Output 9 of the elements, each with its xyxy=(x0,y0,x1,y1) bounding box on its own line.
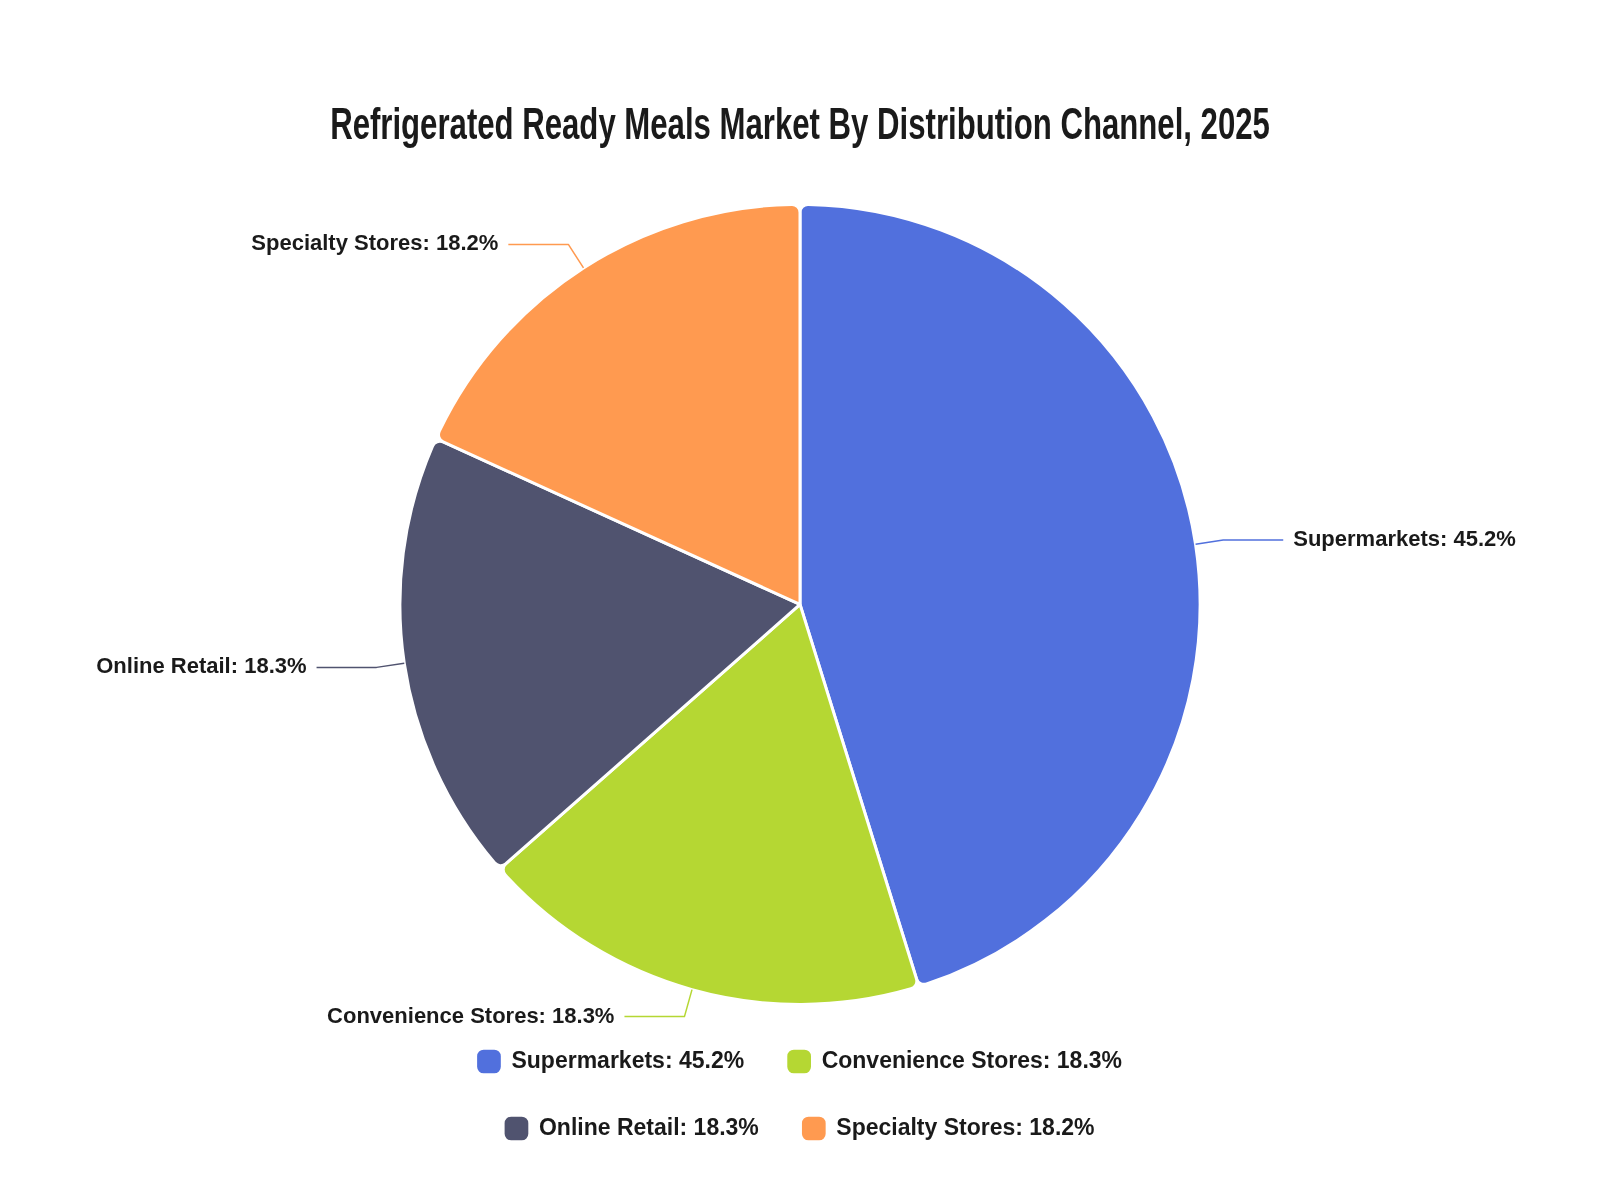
slice-label: Online Retail: 18.3% xyxy=(96,653,307,679)
slice-label: Specialty Stores: 18.2% xyxy=(251,230,499,256)
slice-label: Convenience Stores: 18.3% xyxy=(327,1002,615,1028)
chart-title: Refrigerated Ready Meals Market By Distribution Channel, 2025 xyxy=(330,98,1270,148)
legend-label: Supermarkets: 45.2% xyxy=(511,1046,745,1073)
legend-label: Online Retail: 18.3% xyxy=(538,1113,759,1140)
legend-label: Specialty Stores: 18.2% xyxy=(836,1113,1095,1140)
legend-label: Convenience Stores: 18.3% xyxy=(821,1046,1123,1073)
slice-label: Supermarkets: 45.2% xyxy=(1293,526,1516,552)
